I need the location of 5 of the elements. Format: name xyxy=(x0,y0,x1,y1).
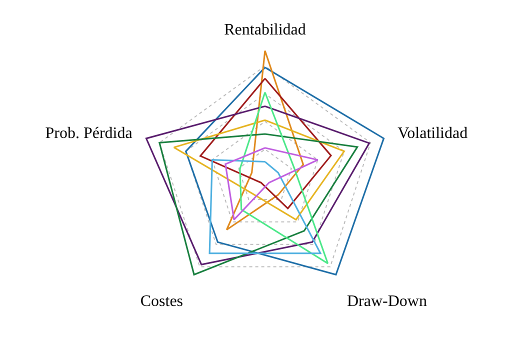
spoke-label: Costes xyxy=(140,293,184,310)
spoke-label: Rentabilidad xyxy=(224,21,306,38)
spoke-label: Prob. Pérdida xyxy=(45,125,132,142)
spoke-label: Volatilidad xyxy=(398,125,468,142)
spoke-label: Draw-Down xyxy=(346,293,427,310)
